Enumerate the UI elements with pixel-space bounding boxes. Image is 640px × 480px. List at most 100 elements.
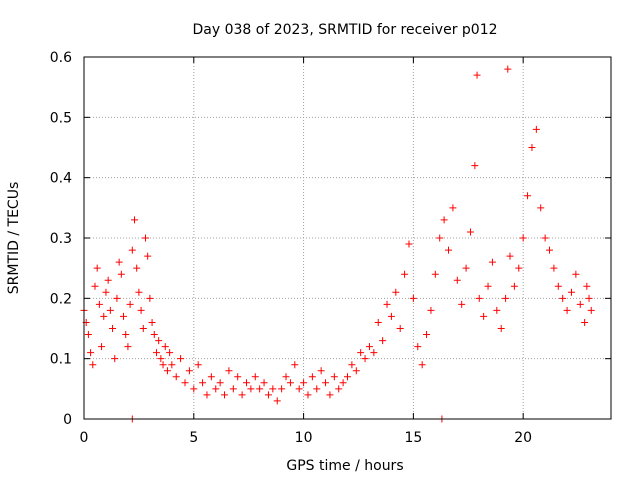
data-point bbox=[326, 391, 334, 399]
data-point bbox=[563, 306, 571, 314]
data-point bbox=[510, 282, 518, 290]
data-point bbox=[238, 391, 246, 399]
y-tick-label: 0.6 bbox=[50, 50, 72, 66]
data-point bbox=[572, 270, 580, 278]
data-point bbox=[163, 367, 171, 375]
data-point bbox=[89, 361, 97, 369]
data-point bbox=[504, 65, 512, 73]
data-point bbox=[133, 264, 141, 272]
data-point bbox=[502, 294, 510, 302]
data-point bbox=[117, 270, 125, 278]
data-point bbox=[295, 385, 303, 393]
data-point bbox=[199, 379, 207, 387]
data-point bbox=[91, 282, 99, 290]
plot-frame bbox=[83, 56, 612, 420]
data-point bbox=[229, 385, 237, 393]
data-point bbox=[300, 379, 308, 387]
data-point bbox=[221, 391, 229, 399]
data-point bbox=[581, 318, 589, 326]
data-point bbox=[583, 282, 591, 290]
data-point bbox=[234, 373, 242, 381]
data-point bbox=[458, 300, 466, 308]
data-point bbox=[475, 294, 483, 302]
data-point bbox=[387, 312, 395, 320]
data-point bbox=[148, 318, 156, 326]
data-point bbox=[190, 385, 198, 393]
data-point bbox=[282, 373, 290, 381]
data-point bbox=[484, 282, 492, 290]
data-point bbox=[144, 252, 152, 260]
data-point bbox=[567, 288, 575, 296]
data-point bbox=[128, 246, 136, 254]
data-point bbox=[155, 337, 163, 345]
data-point bbox=[317, 367, 325, 375]
data-point bbox=[348, 361, 356, 369]
data-point bbox=[120, 312, 128, 320]
data-point bbox=[541, 234, 549, 242]
data-point bbox=[152, 349, 160, 357]
data-point bbox=[519, 234, 527, 242]
data-point bbox=[532, 125, 540, 133]
data-point bbox=[172, 373, 180, 381]
data-point bbox=[304, 391, 312, 399]
data-point bbox=[473, 71, 481, 79]
x-tick-label: 5 bbox=[189, 430, 198, 446]
data-point bbox=[251, 373, 259, 381]
data-points bbox=[80, 65, 595, 423]
data-point bbox=[131, 216, 139, 224]
data-point bbox=[449, 204, 457, 212]
data-point bbox=[352, 367, 360, 375]
data-point bbox=[286, 379, 294, 387]
data-point bbox=[84, 331, 92, 339]
data-point bbox=[98, 343, 106, 351]
data-point bbox=[247, 385, 255, 393]
data-point bbox=[264, 391, 272, 399]
data-point bbox=[269, 385, 277, 393]
data-point bbox=[104, 276, 112, 284]
data-point bbox=[225, 367, 233, 375]
data-point bbox=[357, 349, 365, 357]
data-point bbox=[445, 246, 453, 254]
y-tick-label: 0.5 bbox=[50, 110, 72, 126]
data-point bbox=[436, 234, 444, 242]
data-point bbox=[528, 144, 536, 151]
data-point bbox=[166, 349, 174, 357]
data-point bbox=[273, 397, 281, 405]
data-point bbox=[493, 306, 501, 314]
x-tick-label: 20 bbox=[514, 430, 532, 446]
data-point bbox=[212, 385, 220, 393]
y-tick-label: 0.3 bbox=[50, 231, 72, 247]
data-point bbox=[242, 379, 250, 387]
data-point bbox=[506, 252, 514, 260]
data-point bbox=[431, 270, 439, 278]
data-point bbox=[396, 325, 404, 332]
data-point bbox=[185, 367, 193, 375]
chart-title: Day 038 of 2023, SRMTID for receiver p01… bbox=[192, 22, 497, 38]
data-point bbox=[374, 318, 382, 326]
data-point bbox=[161, 343, 169, 351]
data-point bbox=[115, 258, 123, 266]
data-point bbox=[278, 385, 286, 393]
data-point bbox=[361, 355, 369, 363]
y-tick-label: 0.2 bbox=[50, 291, 72, 307]
data-point bbox=[203, 391, 211, 399]
data-point bbox=[515, 264, 523, 272]
data-point bbox=[559, 294, 567, 302]
data-point bbox=[383, 300, 391, 308]
data-point bbox=[339, 379, 347, 387]
data-point bbox=[335, 385, 343, 393]
data-point bbox=[122, 331, 130, 339]
data-point bbox=[256, 385, 264, 393]
y-tick-label: 0.4 bbox=[50, 171, 72, 187]
data-point bbox=[181, 379, 189, 387]
data-point bbox=[392, 288, 400, 296]
data-point bbox=[111, 355, 119, 363]
data-point bbox=[87, 349, 95, 357]
data-point bbox=[330, 373, 338, 381]
data-point bbox=[497, 325, 505, 332]
x-tick-label: 15 bbox=[404, 430, 422, 446]
data-point bbox=[409, 294, 417, 302]
data-point bbox=[150, 331, 158, 339]
data-point bbox=[93, 264, 101, 272]
data-point bbox=[146, 294, 154, 302]
